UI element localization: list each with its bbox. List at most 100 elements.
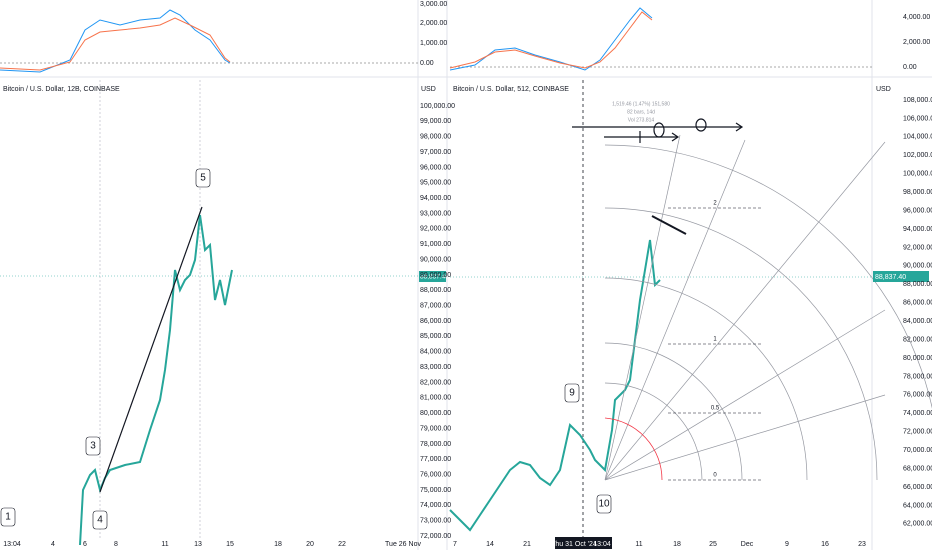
price-tick: 89,000.00 — [420, 272, 451, 279]
time-tick: 6 — [83, 541, 87, 548]
price-tick: 83,000.00 — [420, 364, 451, 371]
time-tick: 11 — [161, 541, 168, 548]
wave-box — [596, 494, 612, 514]
price-tick: 104,000.00 — [903, 134, 932, 141]
price-tick: 84,000.00 — [420, 349, 451, 356]
price-tick: 80,000.00 — [420, 410, 451, 417]
price-tick: 79,000.00 — [420, 425, 451, 432]
indicator-tick: 0.00 — [903, 64, 917, 71]
price-tick: 87,000.00 — [420, 303, 451, 310]
price-tick: 90,000.00 — [903, 263, 932, 270]
indicator-line — [449, 11, 653, 69]
price-tick: 97,000.00 — [420, 149, 451, 156]
wave-box — [85, 436, 101, 456]
price-tick: 96,000.00 — [420, 164, 451, 171]
price-series — [79, 214, 233, 546]
price-tick: 70,000.00 — [903, 447, 932, 454]
time-tick: 4 — [51, 541, 55, 548]
price-tick: 108,000.00 — [903, 97, 932, 104]
symbol-header: Bitcoin / U.S. Dollar, 512, COINBASE — [453, 86, 569, 93]
fib-levels — [668, 207, 762, 481]
arrow-drawing — [572, 118, 744, 143]
price-tick: 68,000.00 — [903, 465, 932, 472]
price-tick: 102,000.00 — [903, 152, 932, 159]
fib-label: 0.5 — [711, 406, 720, 412]
price-tick: 96,000.00 — [903, 207, 932, 214]
measure-label: 1,519.46 (1.47%) 151,580 — [612, 101, 670, 107]
wave-label: 4 — [97, 515, 103, 526]
wave-box — [195, 168, 211, 188]
price-tick: 82,000.00 — [420, 379, 451, 386]
indicator-tick: 4,000.00 — [903, 14, 930, 21]
price-tick: 92,000.00 — [903, 244, 932, 251]
price-tick: 81,000.00 — [420, 395, 451, 402]
fib-label: 0 — [713, 473, 717, 479]
wave-label: 1 — [5, 512, 11, 523]
price-tick: 76,000.00 — [420, 471, 451, 478]
price-tick: 78,000.00 — [420, 441, 451, 448]
time-tick: 21 — [523, 541, 531, 548]
time-tick: 16 — [821, 541, 829, 548]
wave-label: 5 — [200, 173, 206, 184]
indicator-tick: 0.00 — [420, 60, 434, 67]
time-tick: 20 — [306, 541, 314, 548]
fib-arc-red — [604, 417, 663, 481]
price-tick: 93,000.00 — [420, 210, 451, 217]
price-tick: 95,000.00 — [420, 180, 451, 187]
wave-box — [92, 510, 108, 530]
last-price: 88,837.40 — [875, 274, 906, 281]
time-tick: 18 — [274, 541, 282, 548]
price-tick: 106,000.00 — [903, 115, 932, 122]
time-tick: 18 — [673, 541, 681, 548]
price-tick: 75,000.00 — [420, 487, 451, 494]
indicator-tick: 2,000.00 — [903, 39, 930, 46]
fib-label: 2 — [713, 201, 717, 207]
price-tick: 62,000.00 — [903, 521, 932, 528]
price-tick: 84,000.00 — [903, 318, 932, 325]
price-tick: 90,000.00 — [420, 256, 451, 263]
time-tick: 9 — [785, 541, 789, 548]
price-tick: 99,000.00 — [420, 118, 451, 125]
price-tick: 88,000.00 — [420, 287, 451, 294]
price-tick: 72,000.00 — [420, 533, 451, 540]
drawing — [651, 215, 687, 235]
indicator-line — [0, 9, 231, 73]
time-tick: 13:04 — [593, 541, 611, 548]
price-tick: 98,000.00 — [420, 134, 451, 141]
price-tick: 77,000.00 — [420, 456, 451, 463]
price-tick: 94,000.00 — [903, 226, 932, 233]
time-tick: 25 — [709, 541, 717, 548]
time-tick: 8 — [114, 541, 118, 548]
fib-fan — [604, 134, 932, 481]
wave-box — [0, 507, 16, 527]
trend-line — [99, 206, 203, 493]
price-tick: 86,000.00 — [420, 318, 451, 325]
price-tick: 91,000.00 — [420, 241, 451, 248]
price-tick: 85,000.00 — [420, 333, 451, 340]
price-tick: 100,000.00 — [420, 103, 455, 110]
price-series — [449, 239, 661, 532]
price-tick: 80,000.00 — [903, 355, 932, 362]
time-tick: 14 — [486, 541, 494, 548]
price-tick: 76,000.00 — [903, 392, 932, 399]
price-badge — [873, 271, 929, 282]
wave-label: 9 — [569, 388, 575, 399]
price-tick: 100,000.00 — [903, 171, 932, 178]
fib-label: 1 — [713, 337, 717, 343]
price-tick: 73,000.00 — [420, 518, 451, 525]
time-tick: Tue 26 Nov — [385, 541, 421, 548]
price-tick: 98,000.00 — [903, 189, 932, 196]
price-tick: 74,000.00 — [420, 502, 451, 509]
price-tick: 92,000.00 — [420, 226, 451, 233]
time-tick: Thu 31 Oct '24 — [551, 541, 597, 548]
last-price: 88,837.40 — [420, 274, 449, 281]
indicator-tick: 2,000.00 — [420, 20, 447, 27]
price-tick: 64,000.00 — [903, 502, 932, 509]
time-tick: 15 — [226, 541, 234, 548]
indicator-line — [0, 17, 231, 71]
price-tick: 88,000.00 — [903, 281, 932, 288]
price-tick: 78,000.00 — [903, 373, 932, 380]
time-tick: 13:04 — [3, 541, 21, 548]
time-tick: Dec — [741, 541, 754, 548]
